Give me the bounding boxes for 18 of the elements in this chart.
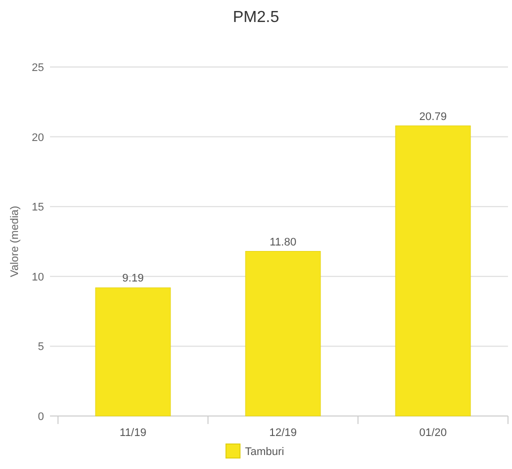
y-tick-label: 20	[32, 132, 44, 144]
x-tick-label: 12/19	[269, 427, 297, 439]
legend-label: Tamburi	[245, 446, 284, 458]
y-tick-label: 25	[32, 62, 44, 74]
y-tick-label: 0	[38, 411, 44, 423]
y-tick-label: 10	[32, 271, 44, 284]
y-tick-label: 15	[32, 202, 44, 214]
bar	[95, 287, 171, 416]
bar	[245, 251, 321, 416]
data-label: 11.80	[270, 236, 296, 248]
x-tick-label: 01/20	[419, 427, 447, 439]
y-tick-label: 5	[38, 341, 44, 354]
x-tick-label: 11/19	[120, 427, 146, 439]
y-axis-title: Valore (media)	[9, 206, 21, 278]
bar	[395, 126, 471, 416]
data-label: 20.79	[419, 110, 447, 123]
chart-title: PM2.5	[232, 9, 280, 26]
data-label: 9.19	[122, 272, 144, 285]
